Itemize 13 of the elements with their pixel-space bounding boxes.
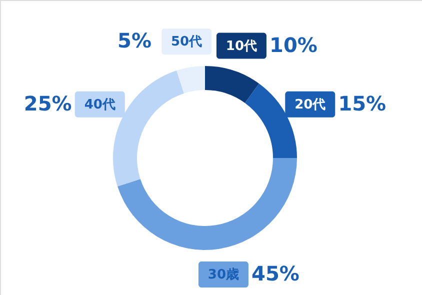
donut-slice xyxy=(118,158,297,250)
slice-label: 20代 xyxy=(294,97,326,112)
data-label: 5% xyxy=(118,28,152,52)
data-label: 15% xyxy=(338,91,386,116)
data-label: 25% xyxy=(24,91,72,116)
donut-slice xyxy=(176,66,205,94)
slice-label: 10代 xyxy=(226,38,258,54)
data-label: 10% xyxy=(270,32,318,57)
slice-label: 40代 xyxy=(84,97,116,112)
donut-slice xyxy=(205,66,260,103)
slice-label: 50代 xyxy=(170,34,202,50)
data-label: 45% xyxy=(252,262,300,286)
slice-label: 30歳 xyxy=(208,268,240,283)
